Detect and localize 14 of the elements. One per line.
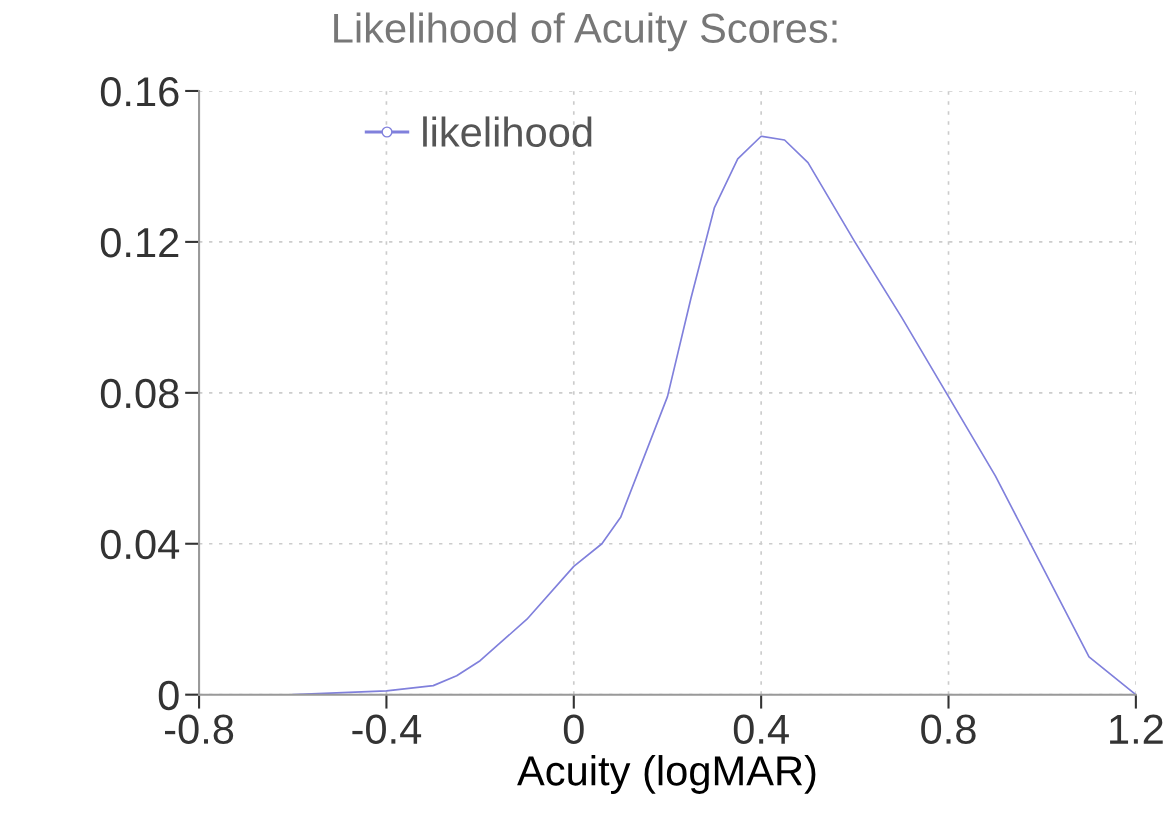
- y-tick-label: 0.04: [100, 529, 180, 560]
- x-tick-label: 0: [563, 714, 584, 745]
- x-axis-title: Acuity (logMAR): [517, 755, 816, 794]
- y-tick-label: 0: [158, 680, 179, 711]
- legend-label: likelihood: [423, 116, 592, 147]
- x-tick-label: 1.2: [1110, 714, 1163, 744]
- x-tick-label: 0.4: [733, 714, 789, 745]
- x-tick-label: -0.4: [352, 714, 422, 745]
- y-tick-label: 0.08: [100, 378, 179, 409]
- chart-title: Likelihood of Acuity Scores:: [334, 12, 837, 52]
- y-tick-label: 0.12: [100, 227, 179, 258]
- x-tick-label: -0.8: [165, 714, 234, 745]
- x-tick-label: 0.8: [921, 714, 976, 745]
- y-tick-label: 0.16: [100, 76, 179, 107]
